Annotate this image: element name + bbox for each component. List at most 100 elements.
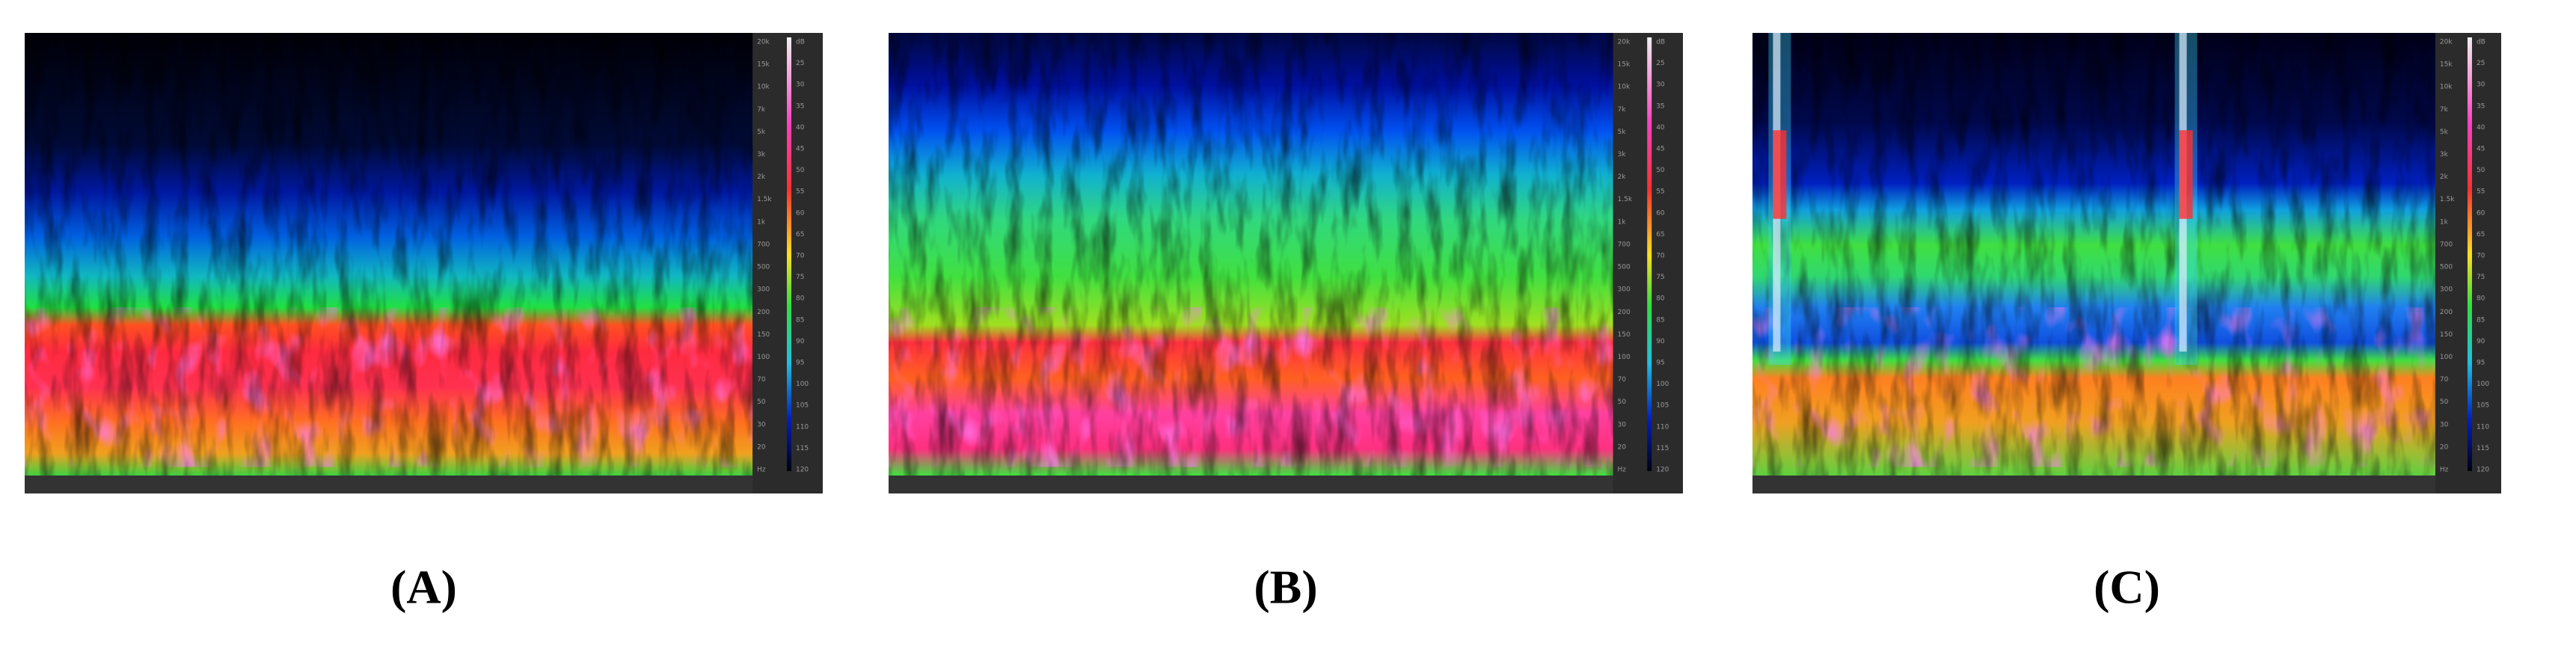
frequency-label: 20k — [2440, 39, 2453, 46]
frequency-label: 2k — [757, 173, 766, 181]
frequency-label: 1.5k — [757, 196, 772, 203]
frequency-label: 3k — [1618, 151, 1627, 159]
frequency-label: 150 — [2440, 331, 2453, 339]
db-label: 100 — [2477, 381, 2489, 388]
frequency-label: 15k — [1618, 61, 1631, 69]
frequency-label: 300 — [1618, 286, 1631, 294]
db-label: 55 — [796, 188, 804, 196]
db-label: 70 — [796, 253, 805, 260]
frequency-label: 1.5k — [1618, 196, 1633, 203]
db-label: 95 — [1656, 360, 1664, 367]
db-label: 90 — [796, 338, 805, 345]
db-label: 95 — [796, 360, 804, 367]
db-label: 90 — [1656, 338, 1665, 345]
frequency-label: 700 — [757, 241, 770, 248]
color-bar — [1647, 37, 1652, 471]
db-label: 30 — [796, 81, 805, 89]
panel-caption: (B) — [1254, 561, 1317, 614]
db-label: 75 — [2477, 274, 2485, 281]
db-label: 40 — [2477, 124, 2485, 132]
db-label: 70 — [2477, 253, 2485, 260]
db-label: 115 — [2477, 445, 2489, 452]
frequency-label: Hz — [1618, 467, 1627, 474]
frequency-label: 15k — [757, 61, 770, 69]
frequency-label: 5k — [2440, 129, 2449, 136]
db-label: 80 — [796, 295, 805, 303]
db-label: 85 — [1656, 316, 1664, 324]
db-label: 55 — [1656, 188, 1664, 196]
transient-body — [2179, 130, 2193, 219]
frequency-label: 500 — [1618, 264, 1631, 271]
frequency-label: 150 — [757, 331, 770, 339]
db-label: 85 — [796, 316, 804, 324]
db-label: 120 — [2477, 467, 2489, 474]
spectrogram-panel: 20k 15k 10k 7k 5k 3k 2k 1.5k 1k 700 500 300 200 150 10… — [889, 33, 1683, 493]
frequency-label: 7k — [757, 106, 766, 114]
frequency-label: 20 — [757, 443, 766, 451]
frequency-label: 20 — [2440, 443, 2449, 451]
frequency-label: 3k — [757, 151, 766, 159]
frequency-label: 500 — [757, 264, 770, 271]
frequency-label: 300 — [757, 286, 770, 294]
color-bar — [2467, 37, 2472, 471]
panel-caption: (C) — [2094, 561, 2160, 614]
frequency-label: Hz — [2440, 467, 2449, 474]
time-strip — [25, 476, 753, 493]
frequency-label: 15k — [2440, 61, 2453, 69]
frequency-label: 100 — [1618, 354, 1631, 361]
transient-body — [1773, 130, 1787, 219]
frequency-label: 30 — [1618, 421, 1627, 428]
db-label: 35 — [1656, 102, 1664, 110]
db-label: 50 — [796, 167, 805, 174]
db-label: 30 — [1656, 81, 1665, 89]
db-label: 60 — [1656, 209, 1665, 217]
frequency-label: 30 — [757, 421, 766, 428]
spectrogram-panel: 20k 15k 10k 7k 5k 3k 2k 1.5k 1k 700 500 300 200 150 10… — [1752, 33, 2501, 493]
frequency-label: 1k — [2440, 218, 2449, 226]
db-label: 40 — [1656, 124, 1665, 132]
db-label: 120 — [1656, 467, 1669, 474]
db-label: 45 — [1656, 146, 1664, 153]
db-label: 40 — [796, 124, 805, 132]
db-label: 25 — [1656, 60, 1664, 67]
db-label: 25 — [796, 60, 804, 67]
frequency-label: 7k — [2440, 106, 2449, 114]
frequency-label: 50 — [2440, 399, 2449, 406]
db-label: 65 — [2477, 231, 2485, 239]
frequency-label: 70 — [2440, 376, 2449, 384]
db-label: 100 — [1656, 381, 1669, 388]
spectrogram-texture — [25, 33, 753, 476]
frequency-label: 10k — [1618, 84, 1631, 91]
db-label: dB — [796, 39, 805, 46]
db-label: 105 — [796, 402, 809, 410]
db-label: 30 — [2477, 81, 2485, 89]
frequency-label: 200 — [1618, 309, 1631, 316]
db-label: 45 — [796, 146, 804, 153]
spectrogram-texture — [1752, 33, 2435, 476]
frequency-label: 200 — [2440, 309, 2453, 316]
db-label: 105 — [1656, 402, 1669, 410]
db-label: 60 — [2477, 209, 2485, 217]
db-label: 100 — [796, 381, 809, 388]
db-label: 105 — [2477, 402, 2489, 410]
frequency-label: 700 — [1618, 241, 1631, 248]
db-label: 85 — [2477, 316, 2485, 324]
db-label: 110 — [2477, 423, 2489, 431]
db-label: 120 — [796, 467, 809, 474]
frequency-label: 50 — [757, 399, 766, 406]
time-strip — [889, 476, 1613, 493]
frequency-label: 50 — [1618, 399, 1627, 406]
frequency-label: 5k — [757, 129, 766, 136]
db-label: 45 — [2477, 146, 2485, 153]
db-label: 50 — [2477, 167, 2485, 174]
db-label: 70 — [1656, 253, 1665, 260]
db-label: 80 — [2477, 295, 2485, 303]
frequency-label: 2k — [2440, 173, 2449, 181]
db-label: 50 — [1656, 167, 1665, 174]
db-label: 55 — [2477, 188, 2485, 196]
frequency-label: 150 — [1618, 331, 1631, 339]
frequency-label: 100 — [757, 354, 770, 361]
spectrogram-panel: 20k 15k 10k 7k 5k 3k 2k 1.5k 1k 700 500 300 200 150 10… — [25, 33, 823, 493]
frequency-label: 20k — [1618, 39, 1631, 46]
frequency-label: 70 — [757, 376, 766, 384]
